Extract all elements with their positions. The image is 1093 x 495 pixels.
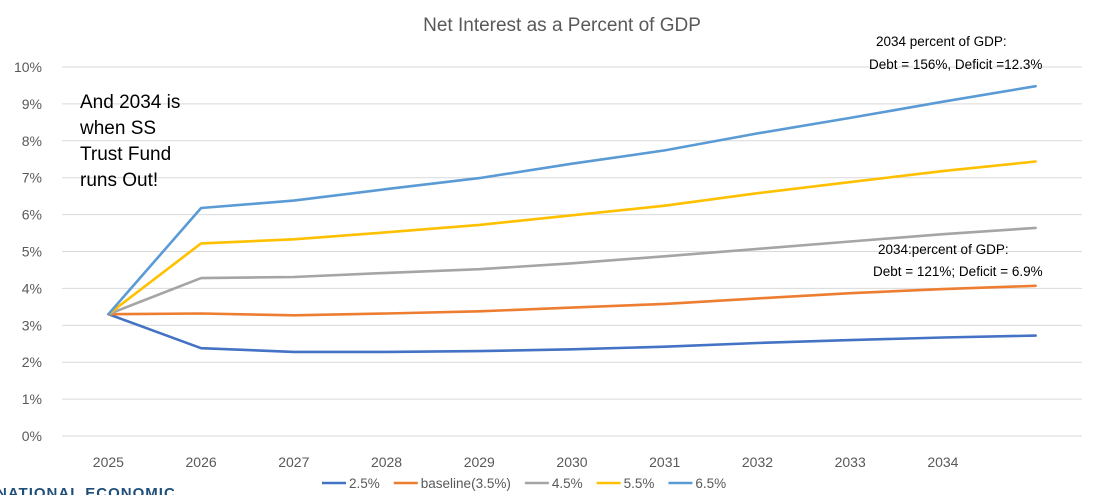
x-tick-label: 2027	[278, 454, 309, 470]
x-axis: 2025 2026 2027 2028 2029 2030 2031 2032 2033 2034	[93, 454, 959, 470]
top-annotation: 2034 percent of GDP: Debt = 156%, Defici…	[869, 34, 1042, 72]
y-tick-label: 4%	[22, 280, 42, 296]
y-tick-label: 0%	[22, 428, 42, 444]
x-tick-label: 2030	[556, 454, 587, 470]
legend-label: 2.5%	[349, 476, 380, 491]
x-tick-label: 2034	[927, 454, 958, 470]
chart-title: Net Interest as a Percent of GDP	[423, 15, 701, 36]
y-tick-label: 8%	[22, 133, 42, 149]
side-note-line-3: Trust Fund	[80, 144, 171, 165]
x-tick-label: 2031	[649, 454, 680, 470]
series-line	[107, 160, 1037, 316]
legend-label: 6.5%	[695, 476, 726, 491]
series-lines	[107, 84, 1037, 354]
top-annotation-line-1: 2034 percent of GDP:	[876, 34, 1007, 49]
x-tick-label: 2026	[186, 454, 217, 470]
series-line	[107, 84, 1037, 316]
legend: 2.5% baseline(3.5%) 4.5% 5.5% 6.5%	[322, 476, 726, 491]
series-line	[107, 226, 1037, 316]
y-tick-label: 1%	[22, 391, 42, 407]
x-tick-label: 2032	[742, 454, 773, 470]
mid-annotation-line-2: Debt = 121%; Deficit = 6.9%	[873, 264, 1043, 279]
side-note-line-2: when SS	[79, 118, 156, 139]
y-tick-label: 2%	[22, 354, 42, 370]
series-line	[107, 284, 1037, 317]
side-note-line-1: And 2034 is	[80, 92, 180, 113]
legend-label: baseline(3.5%)	[421, 476, 511, 491]
x-tick-label: 2028	[371, 454, 402, 470]
y-tick-label: 5%	[22, 244, 42, 260]
top-annotation-line-2: Debt = 156%, Deficit =12.3%	[869, 57, 1042, 72]
legend-label: 5.5%	[624, 476, 655, 491]
mid-annotation-line-1: 2034:percent of GDP:	[878, 242, 1009, 257]
x-tick-label: 2025	[93, 454, 124, 470]
gridlines	[62, 66, 1082, 437]
x-tick-label: 2029	[464, 454, 495, 470]
side-note: And 2034 is when SS Trust Fund runs Out!	[79, 92, 180, 191]
y-tick-label: 3%	[22, 317, 42, 333]
y-axis: 0% 1% 2% 3% 4% 5% 6% 7% 8% 9% 10%	[14, 59, 42, 444]
side-note-line-4: runs Out!	[80, 170, 158, 191]
x-tick-label: 2033	[835, 454, 866, 470]
legend-label: 4.5%	[552, 476, 583, 491]
y-tick-label: 6%	[22, 207, 42, 223]
series-line	[107, 312, 1037, 354]
mid-annotation: 2034:percent of GDP: Debt = 121%; Defici…	[873, 242, 1043, 279]
y-tick-label: 9%	[22, 96, 42, 112]
y-tick-label: 7%	[22, 170, 42, 186]
y-tick-label: 10%	[14, 59, 42, 75]
footer-logo-text: NATIONAL ECONOMIC	[0, 485, 176, 495]
